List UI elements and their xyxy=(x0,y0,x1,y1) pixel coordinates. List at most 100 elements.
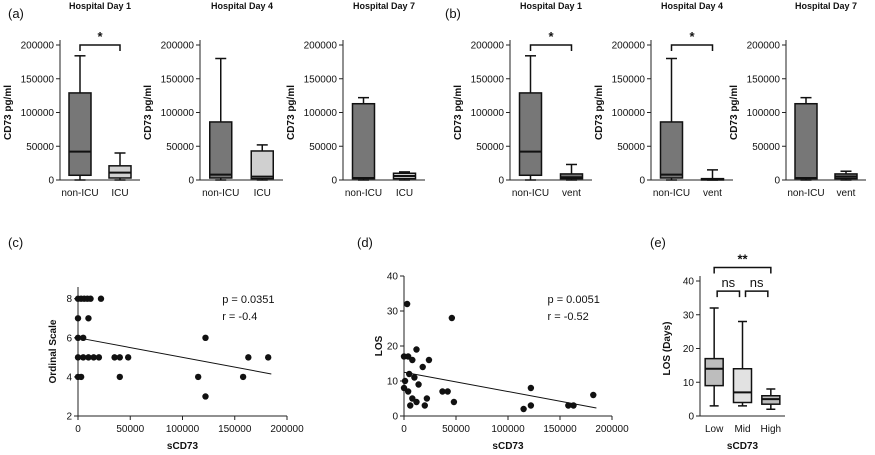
data-point xyxy=(239,373,247,381)
y-axis-label: LOS (Days) xyxy=(662,322,673,376)
stat-annotation: r = -0.4 xyxy=(222,311,257,323)
data-point xyxy=(421,402,428,409)
y-tick-label: 200000 xyxy=(612,41,646,52)
y-tick-label: 200000 xyxy=(21,41,55,52)
x-tick-label: 50000 xyxy=(442,424,470,435)
data-point xyxy=(413,398,420,406)
chart-title: Hospital Day 7 xyxy=(795,1,857,11)
panel-label: (e) xyxy=(650,235,666,250)
significance-label: ns xyxy=(721,275,735,290)
significance-label: * xyxy=(689,29,695,44)
y-tick-label: 0 xyxy=(392,412,398,423)
data-point xyxy=(80,354,87,361)
x-category-label: non-ICU xyxy=(61,188,98,199)
chart-title: Hospital Day 4 xyxy=(661,1,723,11)
data-point xyxy=(97,295,105,302)
panel-b1: (b) Hospital Day 1 0 50000 100000 150000 20000… xyxy=(445,1,592,199)
data-point xyxy=(95,354,103,361)
data-point xyxy=(527,402,535,409)
x-category-label: vent xyxy=(703,188,722,199)
stat-annotation: p = 0.0051 xyxy=(548,294,600,306)
x-tick-label: 0 xyxy=(401,424,407,435)
y-tick-label: 100000 xyxy=(304,108,338,119)
significance-bracket xyxy=(713,266,772,274)
y-tick-label: 6 xyxy=(66,333,72,344)
data-point xyxy=(245,354,252,361)
y-tick-label: 8 xyxy=(66,294,72,305)
stat-annotation: p = 0.0351 xyxy=(222,294,274,306)
y-tick-label: 150000 xyxy=(747,74,781,85)
panel-d: (d) 0 10 20 30 40 0 50000 100000 150000 200000 LOS s… xyxy=(357,235,629,452)
y-tick-label: 100000 xyxy=(471,108,505,119)
significance-bracket xyxy=(670,44,714,51)
x-tick-label: 150000 xyxy=(218,424,252,435)
data-point xyxy=(590,391,597,399)
panel-label: (a) xyxy=(8,6,24,21)
panel-b4: Hospital Day 4 0 50000 100000 150000 200000 CD… xyxy=(594,1,733,199)
box-non-icu xyxy=(68,92,92,177)
y-tick-label: 0 xyxy=(639,176,645,187)
data-point xyxy=(406,370,413,378)
y-tick-label: 20 xyxy=(387,342,399,353)
box-mid xyxy=(732,368,753,404)
y-tick-label: 2 xyxy=(66,412,72,423)
y-tick-label: 150000 xyxy=(304,74,338,85)
data-point xyxy=(419,363,426,371)
y-tick-label: 40 xyxy=(683,277,695,288)
y-tick-label: 50000 xyxy=(26,142,54,153)
data-point xyxy=(403,300,411,308)
y-tick-label: 150000 xyxy=(161,74,195,85)
significance-bracket xyxy=(79,44,121,51)
x-tick-label: 0 xyxy=(75,424,81,435)
data-point xyxy=(116,354,124,361)
data-point xyxy=(448,314,456,322)
box-non-icu xyxy=(659,121,684,179)
y-tick-label: 200000 xyxy=(304,41,338,52)
y-axis-label: Ordinal Scale xyxy=(48,319,59,383)
data-point xyxy=(80,334,87,342)
chart-title: Hospital Day 7 xyxy=(353,1,415,11)
panel-a4: Hospital Day 4 0 50000 100000 150000 200000 CD… xyxy=(143,1,283,199)
y-tick-label: 0 xyxy=(331,176,337,187)
y-axis-label: LOS xyxy=(374,335,385,356)
y-tick-label: 0 xyxy=(48,176,54,187)
y-tick-label: 40 xyxy=(387,272,399,283)
data-point xyxy=(74,315,82,322)
y-axis-label: CD73 pg/ml xyxy=(453,85,464,140)
data-point xyxy=(74,354,82,361)
data-point xyxy=(413,346,420,353)
x-tick-label: 100000 xyxy=(491,424,525,435)
box-non-icu xyxy=(794,102,818,180)
data-point xyxy=(85,354,92,361)
data-point xyxy=(401,377,409,385)
x-category-label: Low xyxy=(705,424,724,435)
y-tick-label: 100000 xyxy=(21,108,55,119)
panel-label: (d) xyxy=(357,235,373,250)
y-tick-label: 200000 xyxy=(471,41,505,52)
significance-bracket xyxy=(716,290,741,298)
x-tick-label: 100000 xyxy=(166,424,200,435)
data-point xyxy=(194,373,202,381)
x-category-label: vent xyxy=(562,188,581,199)
data-point xyxy=(264,354,272,361)
chart-title: Hospital Day 1 xyxy=(69,1,131,11)
data-point xyxy=(407,402,414,409)
box-non-icu xyxy=(209,121,233,179)
box-icu xyxy=(250,150,274,180)
data-point xyxy=(74,334,82,342)
trend-line xyxy=(403,371,597,409)
y-tick-label: 20 xyxy=(683,344,695,355)
data-point xyxy=(450,398,458,406)
y-tick-label: 50000 xyxy=(309,142,337,153)
x-tick-label: 200000 xyxy=(270,424,304,435)
x-category-label: ICU xyxy=(111,188,128,199)
y-tick-label: 100000 xyxy=(612,108,646,119)
data-point xyxy=(444,388,451,395)
y-tick-label: 50000 xyxy=(166,142,194,153)
panel-c: (c) 2 4 6 8 0 50000 100000 150000 200000 Ordinal S… xyxy=(8,235,304,452)
box-non-icu xyxy=(518,92,543,177)
data-point xyxy=(415,381,422,388)
panel-label: (c) xyxy=(8,235,23,250)
y-tick-label: 50000 xyxy=(476,142,504,153)
